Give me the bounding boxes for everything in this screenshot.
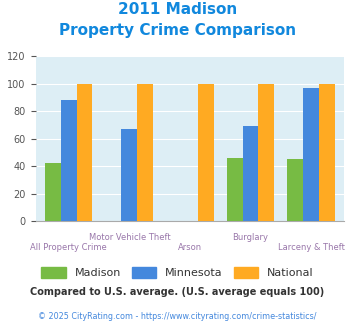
Bar xyxy=(288,159,303,221)
Text: Property Crime Comparison: Property Crime Comparison xyxy=(59,23,296,38)
Bar xyxy=(198,83,214,221)
Bar xyxy=(121,129,137,221)
Bar xyxy=(258,83,274,221)
Text: All Property Crime: All Property Crime xyxy=(31,243,107,251)
Text: © 2025 CityRating.com - https://www.cityrating.com/crime-statistics/: © 2025 CityRating.com - https://www.city… xyxy=(38,312,317,321)
Bar xyxy=(303,88,319,221)
Text: Arson: Arson xyxy=(178,243,202,251)
Text: 2011 Madison: 2011 Madison xyxy=(118,2,237,16)
Bar xyxy=(137,83,153,221)
Bar xyxy=(77,83,92,221)
Text: Motor Vehicle Theft: Motor Vehicle Theft xyxy=(88,233,170,242)
Bar xyxy=(242,126,258,221)
Bar xyxy=(45,163,61,221)
Bar xyxy=(319,83,335,221)
Text: Larceny & Theft: Larceny & Theft xyxy=(278,243,344,251)
Legend: Madison, Minnesota, National: Madison, Minnesota, National xyxy=(36,261,320,283)
Bar xyxy=(61,100,77,221)
Bar xyxy=(227,158,242,221)
Text: Compared to U.S. average. (U.S. average equals 100): Compared to U.S. average. (U.S. average … xyxy=(31,287,324,297)
Text: Burglary: Burglary xyxy=(233,233,268,242)
